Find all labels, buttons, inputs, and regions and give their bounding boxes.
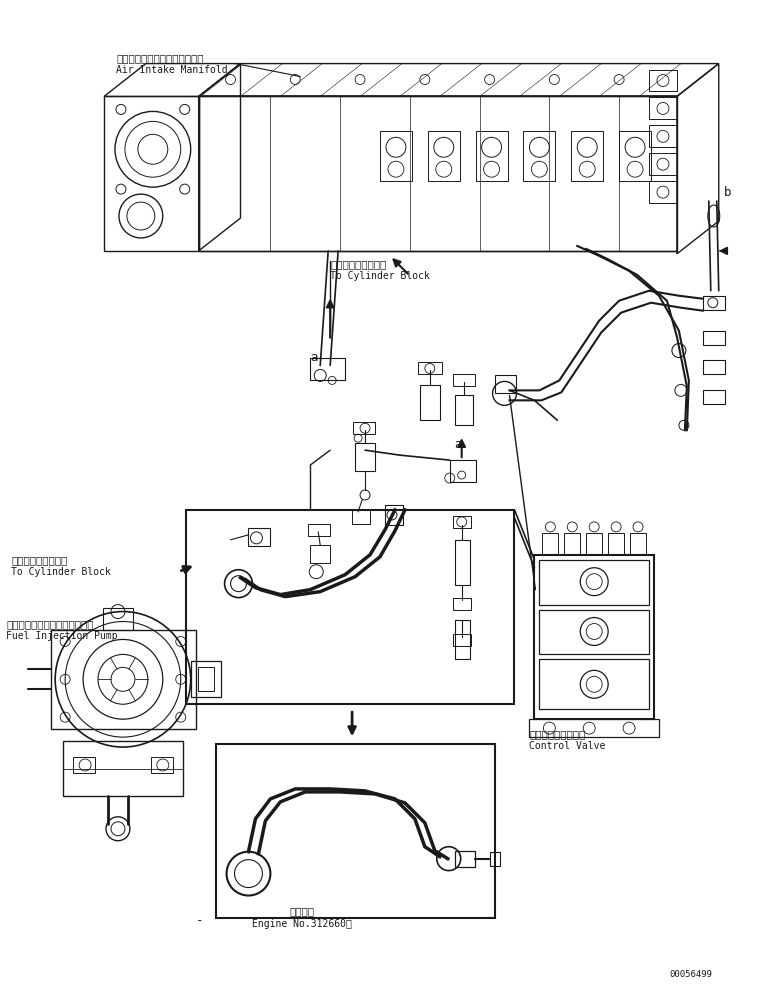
- Bar: [540, 560, 649, 605]
- Bar: [455, 539, 469, 585]
- Bar: [103, 608, 133, 629]
- Bar: [355, 444, 375, 471]
- Bar: [185, 510, 515, 704]
- Text: シリンダブロックへ: シリンダブロックへ: [330, 259, 386, 269]
- Bar: [353, 422, 375, 434]
- Bar: [490, 852, 500, 865]
- Bar: [475, 131, 507, 181]
- Text: a: a: [310, 351, 318, 364]
- Bar: [385, 505, 403, 525]
- Text: 00056499: 00056499: [669, 970, 712, 979]
- Text: Air Intake Manifold: Air Intake Manifold: [116, 64, 228, 74]
- Bar: [649, 125, 677, 147]
- Bar: [151, 757, 173, 773]
- Text: b: b: [724, 186, 731, 200]
- Bar: [352, 510, 370, 524]
- Bar: [63, 741, 182, 796]
- Bar: [453, 634, 471, 646]
- Text: -: -: [195, 915, 203, 928]
- Bar: [455, 619, 469, 659]
- Bar: [649, 98, 677, 120]
- Bar: [380, 131, 412, 181]
- Bar: [51, 629, 195, 729]
- Bar: [198, 97, 677, 251]
- Bar: [216, 744, 494, 919]
- Text: フェルインジェクションポンプ: フェルインジェクションポンプ: [6, 619, 94, 629]
- Bar: [248, 528, 270, 545]
- Bar: [455, 851, 475, 866]
- Bar: [619, 131, 651, 181]
- Text: To Cylinder Block: To Cylinder Block: [330, 271, 430, 281]
- Text: Engine No.312660～: Engine No.312660～: [252, 920, 352, 930]
- Bar: [649, 153, 677, 175]
- Text: コントロールバルブ: コントロールバルブ: [529, 729, 586, 739]
- Text: a: a: [455, 439, 463, 452]
- Bar: [529, 719, 659, 737]
- Text: Fuel Injection Pump: Fuel Injection Pump: [6, 631, 118, 641]
- Bar: [540, 610, 649, 654]
- Bar: [428, 131, 459, 181]
- Bar: [586, 533, 602, 555]
- Bar: [649, 69, 677, 92]
- Bar: [534, 555, 654, 719]
- Bar: [702, 390, 724, 404]
- Bar: [198, 667, 213, 692]
- Bar: [649, 181, 677, 204]
- Text: Control Valve: Control Valve: [529, 741, 606, 751]
- Bar: [418, 363, 442, 374]
- Text: 適用号機: 適用号機: [290, 906, 315, 917]
- Bar: [608, 533, 624, 555]
- Bar: [702, 331, 724, 345]
- Bar: [494, 375, 516, 393]
- Bar: [308, 524, 330, 535]
- Bar: [73, 757, 95, 773]
- Bar: [564, 533, 581, 555]
- Bar: [453, 374, 475, 386]
- Bar: [702, 361, 724, 374]
- Bar: [543, 533, 559, 555]
- Bar: [540, 659, 649, 709]
- Bar: [191, 661, 220, 698]
- Text: エアーインテークマニホールド: エアーインテークマニホールド: [116, 53, 204, 63]
- Bar: [420, 385, 440, 420]
- Bar: [310, 359, 345, 380]
- Bar: [450, 460, 475, 482]
- Bar: [104, 97, 198, 251]
- Bar: [310, 544, 330, 563]
- Bar: [702, 295, 724, 309]
- Bar: [453, 516, 471, 528]
- Bar: [455, 395, 472, 425]
- Bar: [572, 131, 603, 181]
- Bar: [630, 533, 646, 555]
- Text: シリンダブロックへ: シリンダブロックへ: [11, 555, 67, 565]
- Bar: [524, 131, 556, 181]
- Text: To Cylinder Block: To Cylinder Block: [11, 567, 111, 577]
- Bar: [453, 598, 471, 610]
